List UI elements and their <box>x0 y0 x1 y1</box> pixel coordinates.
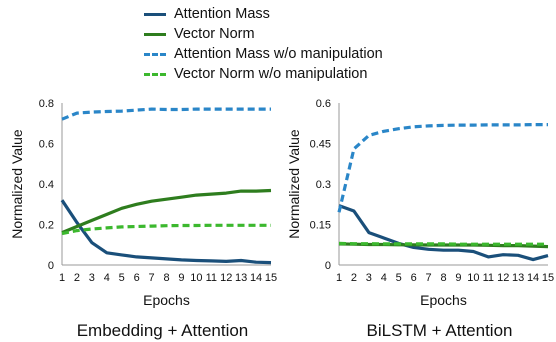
panel-2-series-vector-norm-w-o-manipulation <box>338 241 548 246</box>
panel-2-xtick-label: 9 <box>455 272 461 284</box>
panel-2-xtick-label: 12 <box>497 272 509 284</box>
panel-1-xtick-label: 3 <box>89 272 95 284</box>
panel-1-ytick-label: 0.2 <box>39 220 54 232</box>
panel-2-xtick-label: 10 <box>467 272 479 284</box>
panel-2-ytick-label: 0.6 <box>316 98 331 110</box>
legend-label-attention-mass-wo: Attention Mass w/o manipulation <box>174 46 383 62</box>
panel-1-series-vector-norm <box>61 188 272 235</box>
panel-1-xtick-label: 13 <box>235 272 247 284</box>
panel-1-xtick-label: 10 <box>190 272 202 284</box>
legend-entry-attention-mass: Attention Mass <box>144 4 444 24</box>
panel-1-xtick-label: 9 <box>178 272 184 284</box>
panel-2-ytick-label: 0 <box>325 260 331 272</box>
legend-swatch-attention-mass <box>144 13 166 16</box>
panel-1-series-vector-norm-w-o-manipulation <box>61 223 271 236</box>
panel-2-y-axis-title: Normalized Value <box>286 129 302 239</box>
panel-2-xtick-label: 4 <box>381 272 387 284</box>
panel-1-xtick-label: 15 <box>265 272 277 284</box>
legend-label-vector-norm: Vector Norm <box>174 26 255 42</box>
panel-1-series-attention-mass <box>60 199 272 265</box>
panel-2-xtick-label: 6 <box>411 272 417 284</box>
panel-1-xtick-label: 2 <box>74 272 80 284</box>
panel-1-xtick-label: 6 <box>134 272 140 284</box>
panel-1-ytick-label: 0.6 <box>39 139 54 151</box>
legend-swatch-attention-mass-wo <box>144 53 166 56</box>
panel-1-xtick-label: 8 <box>163 272 169 284</box>
panel-1-xtick-label: 12 <box>220 272 232 284</box>
panel-2-ytick-label: 0.3 <box>316 179 331 191</box>
panel-2-xtick-label: 5 <box>396 272 402 284</box>
panel-1-x-axis-title: Epochs <box>143 292 190 308</box>
panel-2-xtick-label: 13 <box>512 272 524 284</box>
legend-swatch-vector-norm-wo <box>144 73 166 76</box>
panel-2-xtick-label: 8 <box>440 272 446 284</box>
legend: Attention Mass Vector Norm Attention Mas… <box>144 4 444 84</box>
panel-2-series-attention-mass <box>338 204 549 262</box>
panel-1-caption: Embedding + Attention <box>77 321 249 340</box>
legend-label-vector-norm-wo: Vector Norm w/o manipulation <box>174 66 368 82</box>
panel-2-xtick-label: 11 <box>483 272 494 284</box>
panel-1-ytick-label: 0.4 <box>39 179 54 191</box>
panel-2-xtick-label: 14 <box>527 272 539 284</box>
panel-1-xtick-label: 11 <box>206 272 217 284</box>
panel-1-y-axis-title: Normalized Value <box>9 129 25 239</box>
legend-entry-attention-mass-wo: Attention Mass w/o manipulation <box>144 44 444 64</box>
panel-2-ytick-label: 0.15 <box>310 220 331 232</box>
panel-2-xtick-label: 3 <box>366 272 372 284</box>
panel-2-xtick-label: 1 <box>336 272 342 284</box>
legend-swatch-vector-norm <box>144 33 166 36</box>
panel-1-xtick-label: 14 <box>250 272 262 284</box>
panel-1-xtick-label: 1 <box>59 272 65 284</box>
panel-2-x-axis-title: Epochs <box>420 292 467 308</box>
panel-2-xtick-label: 2 <box>351 272 357 284</box>
panel-1-series-attention-mass-w-o-manipulation <box>61 107 271 121</box>
legend-entry-vector-norm: Vector Norm <box>144 24 444 44</box>
legend-label-attention-mass: Attention Mass <box>174 6 270 22</box>
legend-entry-vector-norm-wo: Vector Norm w/o manipulation <box>144 64 444 84</box>
panel-1-ytick-label: 0 <box>48 260 54 272</box>
panel-1-xtick-label: 5 <box>119 272 125 284</box>
panel-1-xtick-label: 7 <box>149 272 155 284</box>
panel-2-caption: BiLSTM + Attention <box>367 321 513 340</box>
panel-2-ytick-label: 0.45 <box>310 139 331 151</box>
panel-1-ytick-label: 0.8 <box>39 98 54 110</box>
panel-1-xtick-label: 4 <box>104 272 110 284</box>
panel-2-xtick-label: 15 <box>542 272 554 284</box>
panel-2-series-attention-mass-w-o-manipulation <box>337 122 548 213</box>
panel-2-xtick-label: 7 <box>426 272 432 284</box>
